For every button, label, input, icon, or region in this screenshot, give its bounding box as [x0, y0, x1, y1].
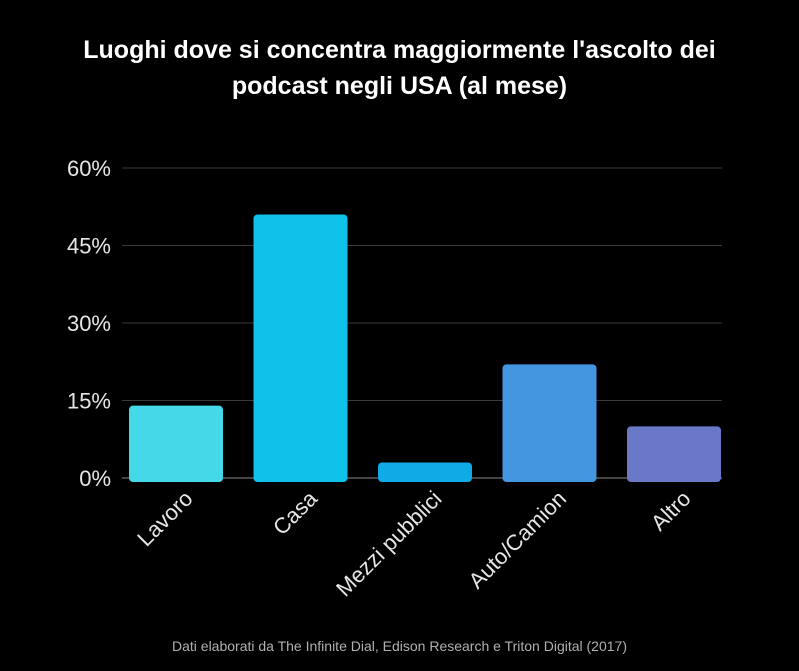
x-tick-label: Altro: [646, 486, 696, 536]
x-axis-ticks: Lavoro Casa Mezzi pubblici Auto/Camion Altro: [132, 485, 695, 601]
bar-altro: [627, 426, 721, 482]
bar-lavoro: [129, 405, 223, 482]
source-note: Dati elaborati da The Infinite Dial, Edi…: [172, 638, 627, 654]
y-tick-label: 30%: [67, 311, 111, 336]
chart-title: Luoghi dove si concentra maggiormente l'…: [0, 32, 799, 104]
x-tick-label: Mezzi pubblici: [331, 486, 446, 601]
y-tick-label: 0%: [79, 466, 111, 491]
y-tick-label: 45%: [67, 234, 111, 259]
x-tick-label: Casa: [268, 485, 323, 540]
bar-mezzi-pubblici: [378, 462, 472, 482]
y-axis-ticks: 0% 15% 30% 45% 60%: [67, 156, 111, 491]
y-tick-label: 15%: [67, 389, 111, 414]
bar-casa: [253, 214, 348, 482]
bars: [129, 214, 721, 482]
y-tick-label: 60%: [67, 156, 111, 181]
bar-auto-camion: [502, 364, 597, 482]
chart-title-line-2: podcast negli USA (al mese): [231, 72, 568, 100]
chart-title-line-1: Luoghi dove si concentra maggiormente l'…: [83, 36, 716, 64]
x-tick-label: Auto/Camion: [463, 486, 571, 594]
x-tick-label: Lavoro: [132, 486, 197, 551]
